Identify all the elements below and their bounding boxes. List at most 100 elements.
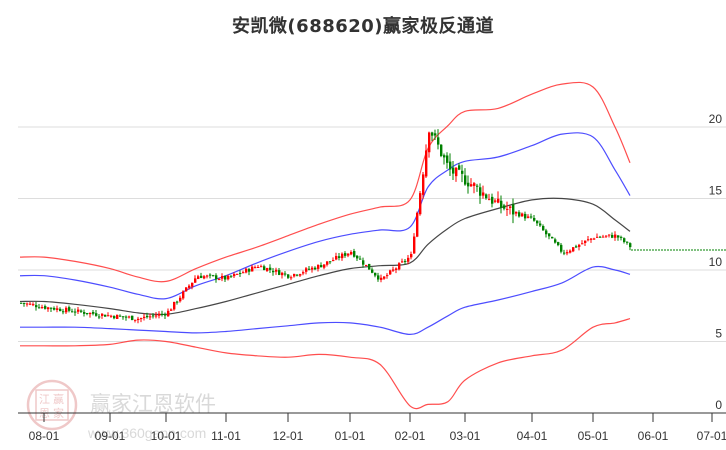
candle [74,308,77,316]
candle [626,241,629,245]
chart-title: 安凯微(688620)赢家极反通道 [231,16,495,37]
candle [146,312,149,319]
candle [575,244,578,249]
candle [209,273,212,279]
candle [608,234,611,238]
x-tick-label: 12-01 [273,429,304,443]
candle [422,171,425,200]
candle [278,268,281,276]
svg-text:赢: 赢 [53,392,64,406]
candle [182,290,185,300]
candle [239,270,242,278]
candle [377,272,380,282]
candle [302,270,305,276]
candle [494,198,497,204]
watermark-brand: 赢家江恩软件 [90,392,216,416]
candle [167,308,170,317]
candle [461,164,464,183]
candle [92,309,95,316]
x-tick-label: 07-01 [697,429,726,443]
candle [59,307,62,312]
candle [434,129,437,141]
candle [38,303,41,309]
candle [26,302,29,307]
candle [326,261,329,267]
candle [578,243,581,251]
candle [587,236,590,242]
candle [419,190,422,216]
candle [236,273,239,275]
candle [359,255,362,260]
candle [104,314,107,317]
candle [368,263,371,270]
candle [512,198,515,224]
candle [224,275,227,282]
candle [467,175,470,194]
candle [200,272,203,279]
candle [107,312,110,317]
candle [605,235,608,238]
candle [197,274,200,280]
candle [257,265,260,268]
candle [272,267,275,276]
candle [584,240,587,247]
candle [533,215,536,222]
candle [35,301,38,311]
candle [260,264,263,268]
candle [158,311,161,319]
candle [371,267,374,274]
candle [77,306,80,315]
candle [344,251,347,258]
candle [497,191,500,204]
candle [488,193,491,201]
watermark-url: www.360gann.com [87,425,206,441]
candle [332,257,335,262]
candle [53,306,56,311]
candle [347,253,350,258]
line-outer_lower [19,318,631,410]
candle [29,301,32,306]
candle [65,306,68,315]
candle [176,300,179,305]
y-tick-label: 5 [715,327,722,341]
candle [383,276,386,280]
candle [353,248,356,258]
candle [392,266,395,272]
candle [416,211,419,238]
candle [515,211,518,217]
candle [263,264,266,271]
candle [233,272,236,278]
candle [98,314,101,320]
candle [221,273,224,282]
candle [623,237,626,244]
watermark: 江 赢 恩 家 赢家江恩软件 www.360gann.com [26,379,216,441]
candle [404,258,407,265]
candle [470,178,473,188]
candle [143,313,146,321]
candle [215,273,218,283]
candle [227,274,230,281]
candle [410,251,413,260]
y-tick-label: 20 [709,112,723,126]
candle [266,267,269,273]
line-inner_lower [19,265,631,336]
candle [545,228,548,238]
candle [572,247,575,253]
x-tick-label: 04-01 [517,429,548,443]
candle [290,275,293,281]
candle [563,249,566,256]
candle [380,274,383,283]
candle [116,314,119,319]
candle [137,316,140,324]
candle [188,284,191,290]
candle [356,255,359,261]
candle [254,265,257,269]
candle [548,233,551,240]
candle [317,264,320,272]
candle [320,262,323,268]
candle [335,252,338,261]
candle [569,249,572,254]
y-tick-label: 15 [709,184,723,198]
axes: 08-01 09-01 10-01 11-01 12-01 01-01 02-01 03-01… [18,112,726,443]
candle [593,237,596,240]
